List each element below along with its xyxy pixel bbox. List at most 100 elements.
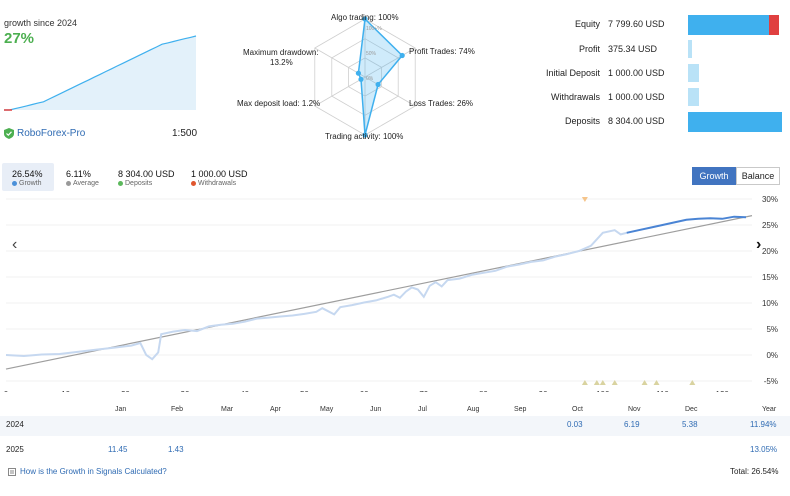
stat-bar — [688, 40, 692, 58]
radar-label-algo: Algo trading: 100% — [331, 13, 399, 22]
radar-label-drawdown: Maximum drawdown: — [243, 48, 319, 57]
x-tick-label: 40 — [240, 390, 249, 392]
month-label: Aug — [467, 406, 480, 413]
stat-bar — [688, 64, 699, 82]
radar-label-loss: Loss Trades: 26% — [409, 99, 474, 108]
x-tick-label: 50 — [300, 390, 309, 392]
summary-growth-highlight[interactable] — [2, 163, 54, 191]
deposit-marker — [689, 380, 696, 385]
growth-line-history — [5, 229, 627, 361]
month-label: Year — [762, 406, 777, 413]
growth-calc-help-text: How is the Growth in Signals Calculated? — [20, 467, 167, 476]
year-row — [0, 416, 790, 436]
broker-link[interactable]: RoboForex-Pro — [4, 128, 85, 139]
x-tick-label: 30 — [181, 390, 190, 392]
summary-label: Growth — [12, 180, 42, 187]
stat-bar — [688, 15, 775, 35]
stat-value: 1 000.00 USD — [608, 92, 665, 102]
deposit-marker — [581, 380, 588, 385]
stat-label: Equity — [574, 19, 600, 29]
summary-value: 6.11% — [66, 169, 91, 179]
radar-label-drawdown-value: 13.2% — [270, 58, 293, 67]
summary-label-text: Withdrawals — [198, 180, 237, 187]
year-label: 2024 — [6, 420, 24, 429]
x-tick-label: 110 — [656, 390, 669, 392]
growth-caption: growth since 2024 — [4, 18, 78, 28]
summary-label-text: Deposits — [125, 180, 153, 187]
broker-name: RoboForex-Pro — [17, 128, 86, 139]
x-tick-label: 0 — [4, 390, 9, 392]
stat-value: 7 799.60 USD — [608, 19, 665, 29]
month-label: Jul — [418, 406, 427, 413]
y-tick-label: 0% — [766, 351, 778, 360]
year-total: 11.94% — [750, 420, 777, 429]
radar-spoke-1 — [364, 47, 416, 78]
summary-value: 1 000.00 USD — [191, 169, 248, 179]
stat-label: Deposits — [564, 116, 600, 126]
growth-line-recent — [626, 215, 747, 234]
deposit-marker — [593, 380, 600, 385]
month-label: Apr — [270, 406, 281, 413]
month-label: May — [320, 406, 334, 413]
leverage: 1:500 — [172, 128, 198, 139]
x-tick-label: 120 — [716, 390, 730, 392]
trend-line — [5, 215, 753, 370]
stat-value: 8 304.00 USD — [608, 116, 665, 126]
year-label: 2025 — [6, 445, 24, 454]
deposit-marker — [611, 380, 618, 385]
y-tick-label: -5% — [764, 377, 778, 386]
year-total: 13.05% — [750, 445, 778, 454]
summary-value: 26.54% — [12, 169, 43, 179]
month-growth-cell[interactable]: 6.19 — [624, 420, 640, 429]
month-growth-cell[interactable]: 0.03 — [567, 420, 583, 429]
summary-label: Deposits — [118, 180, 152, 187]
stat-label: Profit — [578, 44, 600, 54]
growth-value: 27% — [4, 30, 35, 47]
balance-tab-button[interactable]: Balance — [736, 167, 780, 185]
radar-spoke-2 — [364, 76, 416, 107]
month-growth-cell[interactable]: 11.45 — [108, 445, 128, 454]
stat-bar — [688, 88, 699, 106]
deposit-marker — [599, 380, 606, 385]
stat-label: Withdrawals — [550, 92, 600, 102]
y-tick-label: 30% — [762, 195, 778, 204]
stat-bar — [688, 112, 782, 132]
radar-point-0 — [362, 16, 368, 22]
y-tick-label: 15% — [762, 273, 778, 282]
radar-point-3 — [362, 132, 368, 138]
legend-dot — [66, 181, 71, 186]
radar-ring-label-0: 0% — [366, 76, 374, 82]
growth-calc-help-link[interactable]: How is the Growth in Signals Calculated? — [8, 467, 167, 476]
deposit-marker — [641, 380, 648, 385]
chevron-right-icon[interactable]: › — [756, 236, 762, 253]
radar-point-5 — [355, 70, 361, 76]
risk-radar-chart: 100+% 50% 0% — [314, 16, 416, 138]
month-growth-cell[interactable]: 5.38 — [682, 420, 698, 429]
summary-label: Withdrawals — [191, 180, 236, 187]
month-growth-cell[interactable]: 1.43 — [168, 445, 184, 454]
growth-tab-button[interactable]: Growth — [692, 167, 736, 185]
x-tick-label: 20 — [121, 390, 130, 392]
y-tick-label: 10% — [762, 299, 778, 308]
radar-point-2 — [375, 81, 381, 88]
x-tick-label: 60 — [360, 390, 369, 392]
x-tick-label: 100 — [596, 390, 610, 392]
x-tick-label: 10 — [61, 390, 70, 392]
radar-label-deposit-load: Max deposit load: 1.2% — [237, 99, 321, 108]
radar-ring-label-100: 100+% — [366, 26, 382, 32]
radar-ring-label-50: 50% — [366, 51, 377, 57]
mini-growth-chart — [4, 35, 197, 111]
month-label: Sep — [514, 406, 527, 413]
year-row — [0, 441, 790, 461]
month-label: Jan — [115, 406, 127, 413]
mini-growth-line — [4, 35, 197, 111]
radar-label-activity: Trading activity: 100% — [325, 132, 404, 141]
summary-label-text: Average — [73, 180, 99, 187]
chevron-left-icon[interactable]: ‹ — [12, 236, 18, 253]
radar-spoke-4 — [314, 76, 366, 107]
summary-label-text: Growth — [19, 180, 42, 187]
legend-dot — [12, 181, 17, 186]
radar-point-4 — [358, 76, 364, 82]
info-doc-icon — [8, 467, 16, 476]
x-tick-label: 80 — [479, 390, 488, 392]
